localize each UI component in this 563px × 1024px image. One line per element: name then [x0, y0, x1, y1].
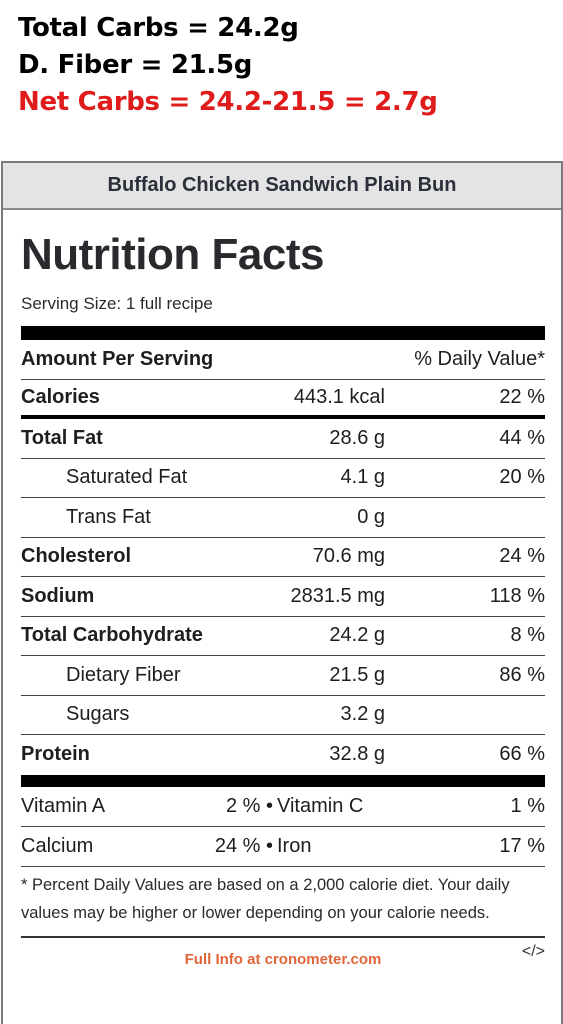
nutrient-amount: 28.6 g	[329, 426, 385, 449]
card-header: Buffalo Chicken Sandwich Plain Bun	[3, 163, 561, 210]
nutrition-card: Buffalo Chicken Sandwich Plain Bun Nutri…	[1, 161, 563, 1024]
nutrient-amount: 24.2 g	[329, 624, 385, 647]
nutrient-dv: 86 %	[499, 663, 545, 686]
nutrient-name: Dietary Fiber	[66, 663, 181, 686]
nutrient-row-sugars: Sugars 3.2 g	[21, 696, 545, 735]
nutrient-name: Cholesterol	[21, 545, 132, 568]
vitamin-row: Vitamin A 2 % • Vitamin C 1 %	[21, 787, 545, 827]
nutrient-dv: 44 %	[499, 426, 545, 449]
mineral-row: Calcium 24 % • Iron 17 %	[21, 827, 545, 867]
nutrient-name: Total Carbohydrate	[21, 624, 203, 647]
nutrient-amount: 443.1 kcal	[293, 385, 385, 408]
divider-thick	[21, 326, 545, 340]
nutrient-row-protein: Protein 32.8 g 66 %	[21, 735, 545, 775]
nutrient-name: Sodium	[21, 584, 95, 607]
cronometer-link[interactable]: Full Info at cronometer.com	[184, 950, 382, 968]
nutrient-row-total-carbohydrate: Total Carbohydrate 24.2 g 8 %	[21, 617, 545, 656]
nutrient-name: Total Fat	[21, 426, 103, 449]
nutrition-facts-panel: Nutrition Facts Serving Size: 1 full rec…	[21, 233, 545, 978]
daily-value-header: % Daily Value*	[414, 347, 545, 370]
nutrient-amount: 0 g	[357, 505, 385, 528]
serving-size: Serving Size: 1 full recipe	[21, 294, 213, 313]
amount-per-serving-label: Amount Per Serving	[21, 347, 214, 370]
fiber-text: D. Fiber = 21.5g	[18, 50, 253, 80]
nutrient-row-total-fat: Total Fat 28.6 g 44 %	[21, 419, 545, 459]
divider-thick	[21, 774, 545, 787]
vitamin-dv: 2 % •	[225, 794, 273, 817]
nutrient-dv: 66 %	[499, 743, 545, 766]
mineral-name: Iron	[277, 834, 312, 857]
nutrient-row-dietary-fiber: Dietary Fiber 21.5 g 86 %	[21, 656, 545, 696]
carb-summary-overlay: Total Carbs = 24.2g D. Fiber = 21.5g Net…	[18, 10, 438, 121]
nutrient-dv: 8 %	[510, 624, 545, 647]
nutrient-amount: 70.6 mg	[312, 545, 385, 568]
nutrition-facts-title: Nutrition Facts	[21, 230, 324, 279]
mineral-dv: 17 %	[499, 834, 545, 857]
nutrient-dv: 20 %	[499, 466, 545, 489]
card-footer: Full Info at cronometer.com </>	[21, 938, 545, 978]
nutrient-name: Sugars	[66, 703, 130, 726]
nutrient-row-calories: Calories 443.1 kcal 22 %	[21, 380, 545, 419]
nutrient-row-saturated-fat: Saturated Fat 4.1 g 20 %	[21, 459, 545, 498]
total-carbs-text: Total Carbs = 24.2g	[18, 13, 299, 43]
nutrient-dv: 22 %	[499, 385, 545, 408]
embed-code-icon[interactable]: </>	[521, 942, 545, 960]
nutrient-amount: 2831.5 mg	[290, 584, 385, 607]
nutrient-amount: 21.5 g	[329, 663, 385, 686]
nutrient-row-sodium: Sodium 2831.5 mg 118 %	[21, 577, 545, 617]
vitamin-dv: 1 %	[510, 794, 545, 817]
nutrient-row-trans-fat: Trans Fat 0 g	[21, 498, 545, 538]
nutrient-row-cholesterol: Cholesterol 70.6 mg 24 %	[21, 538, 545, 577]
nutrient-amount: 3.2 g	[340, 703, 385, 726]
nutrient-amount: 32.8 g	[329, 743, 385, 766]
daily-value-footnote: * Percent Daily Values are based on a 2,…	[21, 867, 545, 938]
net-carbs-text: Net Carbs = 24.2-21.5 = 2.7g	[18, 87, 438, 117]
mineral-name: Calcium	[21, 834, 94, 857]
nutrient-name: Trans Fat	[66, 505, 151, 528]
nutrient-name: Protein	[21, 743, 90, 766]
nutrient-dv: 24 %	[499, 545, 545, 568]
amount-header-row: Amount Per Serving % Daily Value*	[21, 340, 545, 380]
nutrient-name: Saturated Fat	[66, 466, 188, 489]
recipe-title: Buffalo Chicken Sandwich Plain Bun	[107, 174, 457, 196]
vitamin-name: Vitamin C	[277, 794, 364, 817]
nutrient-name: Calories	[21, 385, 100, 408]
nutrient-amount: 4.1 g	[340, 466, 385, 489]
nutrient-dv: 118 %	[489, 584, 545, 607]
vitamin-name: Vitamin A	[21, 794, 106, 817]
mineral-dv: 24 % •	[214, 834, 273, 857]
